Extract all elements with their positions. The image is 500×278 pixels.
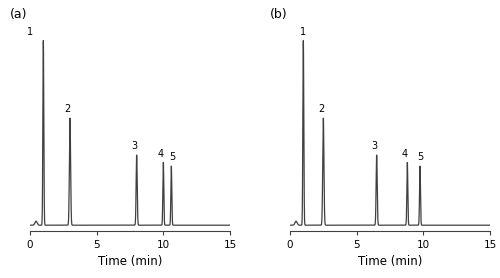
Text: 4: 4 (402, 149, 408, 159)
Text: (b): (b) (270, 8, 287, 21)
Text: (a): (a) (10, 8, 28, 21)
X-axis label: Time (min): Time (min) (358, 255, 422, 268)
Text: 1: 1 (27, 27, 33, 37)
Text: 3: 3 (131, 142, 138, 152)
Text: 1: 1 (300, 27, 306, 37)
Text: 5: 5 (169, 152, 175, 162)
Text: 5: 5 (418, 152, 424, 162)
Text: 4: 4 (158, 149, 164, 159)
Text: 2: 2 (318, 105, 324, 115)
Text: 2: 2 (64, 105, 70, 115)
Text: 3: 3 (371, 142, 378, 152)
X-axis label: Time (min): Time (min) (98, 255, 162, 268)
